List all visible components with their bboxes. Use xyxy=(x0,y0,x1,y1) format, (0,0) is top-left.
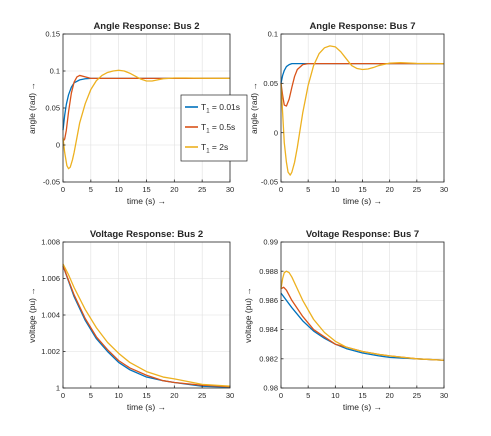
y-tick-label: 0.05 xyxy=(263,79,278,88)
series-line xyxy=(280,62,444,107)
y-tick-label: 1 xyxy=(56,384,60,393)
x-tick-label: 30 xyxy=(226,185,234,194)
chart-title: Voltage Response: Bus 2 xyxy=(90,229,203,240)
legend-entry: T1 = 0.01s xyxy=(201,102,240,115)
y-tick-label: 0.988 xyxy=(259,267,278,276)
y-tick-label: 1.002 xyxy=(41,347,60,356)
x-axis-label: time (s) → xyxy=(343,196,382,206)
x-tick-label: 10 xyxy=(114,185,122,194)
x-tick-label: 20 xyxy=(170,185,178,194)
y-tick-label: -0.05 xyxy=(261,178,278,187)
x-tick-label: 0 xyxy=(61,185,65,194)
legend-entry-subscript: 1 xyxy=(206,129,210,135)
x-tick-label: 30 xyxy=(226,391,234,400)
x-tick-label: 10 xyxy=(114,391,122,400)
y-tick-label: 0.15 xyxy=(45,30,60,39)
y-tick-label: 0.99 xyxy=(263,238,278,247)
x-tick-label: 5 xyxy=(89,185,93,194)
y-tick-label: 0 xyxy=(274,128,278,137)
y-tick-label: -0.05 xyxy=(43,178,60,187)
legend-entry-suffix: = 0.5s xyxy=(210,122,236,132)
x-axis-label: time (s) → xyxy=(127,402,166,412)
y-tick-label: 0.98 xyxy=(263,384,278,393)
y-tick-label: 0.986 xyxy=(259,296,278,305)
legend-box xyxy=(180,94,248,162)
x-tick-label: 0 xyxy=(279,185,283,194)
x-tick-label: 20 xyxy=(385,185,393,194)
legend-entry: T1 = 2s xyxy=(201,142,228,155)
x-tick-label: 5 xyxy=(89,391,93,400)
panel-bus2-voltage: 0 5 10 15 20 25 30 1 1.002 1.004 1.006 1.008 Voltage… xyxy=(27,229,234,412)
x-axis-label: time (s) → xyxy=(127,196,166,206)
series-line xyxy=(62,74,230,142)
legend-entry: T1 = 0.5s xyxy=(201,122,235,135)
x-axis-label: time (s) → xyxy=(343,402,382,412)
y-axis-label: angle (rad) → xyxy=(249,82,259,134)
x-tick-label: 10 xyxy=(331,391,339,400)
legend-entry-prefix: T xyxy=(201,142,206,152)
legend-entry-prefix: T xyxy=(201,122,206,132)
x-tick-label: 5 xyxy=(306,391,310,400)
y-axis-label: voltage (pu) → xyxy=(27,287,37,343)
x-tick-label: 15 xyxy=(142,185,150,194)
y-tick-label: 0.982 xyxy=(259,354,278,363)
x-tick-label: 15 xyxy=(358,185,366,194)
x-tick-label: 25 xyxy=(413,185,421,194)
legend-entry-subscript: 1 xyxy=(206,149,210,155)
x-tick-label: 15 xyxy=(358,391,366,400)
y-tick-label: 0.984 xyxy=(259,325,278,334)
series-line xyxy=(62,265,231,388)
series-line xyxy=(280,270,445,361)
x-tick-label: 15 xyxy=(142,391,150,400)
chart-title: Angle Response: Bus 2 xyxy=(93,21,199,32)
y-axis-label: voltage (pu) → xyxy=(243,287,253,343)
legend-entry-suffix: = 0.01s xyxy=(210,102,240,112)
y-tick-label: 0 xyxy=(56,141,60,150)
chart-title: Angle Response: Bus 7 xyxy=(309,21,415,32)
x-tick-label: 25 xyxy=(198,185,206,194)
y-tick-label: 0.1 xyxy=(268,30,278,39)
series-line xyxy=(62,263,231,387)
y-tick-label: 1.006 xyxy=(41,274,60,283)
y-axis-label: angle (rad) → xyxy=(27,82,37,134)
legend-entry-suffix: = 2s xyxy=(210,142,229,152)
series-line xyxy=(62,69,231,170)
legend-entry-prefix: T xyxy=(201,102,206,112)
x-tick-label: 20 xyxy=(170,391,178,400)
series-line xyxy=(280,292,445,361)
x-tick-label: 0 xyxy=(61,391,65,400)
x-tick-label: 25 xyxy=(198,391,206,400)
y-tick-label: 0.05 xyxy=(45,104,60,113)
y-tick-label: 0.1 xyxy=(50,67,60,76)
x-tick-label: 30 xyxy=(440,391,448,400)
legend-entry-subscript: 1 xyxy=(206,109,210,115)
series-line xyxy=(280,45,445,176)
chart-title: Voltage Response: Bus 7 xyxy=(306,229,419,240)
x-tick-label: 10 xyxy=(331,185,339,194)
x-tick-label: 5 xyxy=(306,185,310,194)
x-tick-label: 30 xyxy=(440,185,448,194)
y-tick-label: 1.004 xyxy=(41,311,60,320)
x-tick-label: 25 xyxy=(413,391,421,400)
panel-bus7-voltage: 0 5 10 15 20 25 30 0.98 0.982 0.984 0.986 0.988 0.99… xyxy=(243,229,448,412)
y-tick-label: 1.008 xyxy=(41,238,60,247)
x-tick-label: 20 xyxy=(385,391,393,400)
x-tick-label: 0 xyxy=(279,391,283,400)
